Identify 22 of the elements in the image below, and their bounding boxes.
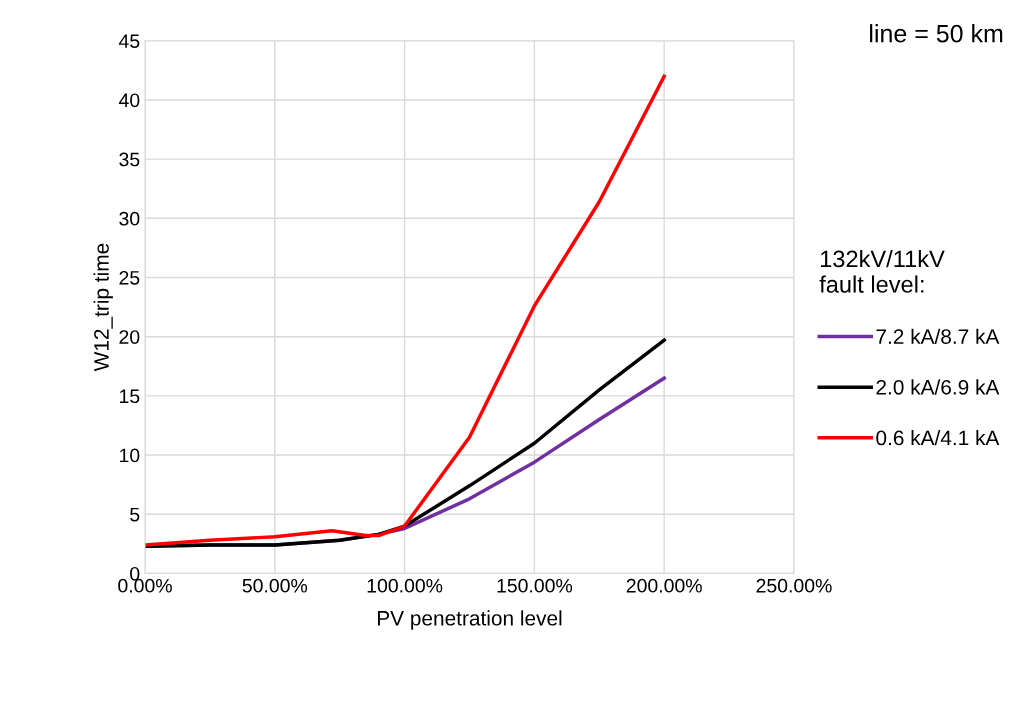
legend-label: 2.0 kA/6.9 kA xyxy=(876,379,1000,395)
y-axis-title: W12_trip time xyxy=(93,243,113,372)
y-tick-label: 40 xyxy=(118,93,140,108)
text: line = 50 km xyxy=(870,24,1003,43)
x-tick-label: 250.00% xyxy=(756,578,832,593)
x-tick-label: 50.00% xyxy=(242,578,308,593)
y-tick-label: 25 xyxy=(119,270,140,285)
y-tick-label: 35 xyxy=(119,152,140,167)
y-tick-label: 5 xyxy=(130,507,140,522)
line-series xyxy=(145,74,666,547)
y-tick-label: 20 xyxy=(119,330,140,344)
y-tick-label: 10 xyxy=(120,448,140,463)
legend-label: 0.6 kA/4.1 kA xyxy=(876,430,1000,446)
y-tick-label: 15 xyxy=(120,389,140,404)
x-tick-label: 100.00% xyxy=(367,578,443,593)
x-tick-label: 200.00% xyxy=(626,578,702,593)
legend-title: 132kV/11kV fault level: xyxy=(819,249,945,293)
legend-label: 7.2 kA/8.7 kA xyxy=(876,328,1000,344)
y-tick-label: 45 xyxy=(118,34,140,48)
x-tick-label: 150.00% xyxy=(497,578,573,593)
y-tick-label: 30 xyxy=(119,211,140,226)
x-axis-title: PV penetration level xyxy=(377,610,562,630)
